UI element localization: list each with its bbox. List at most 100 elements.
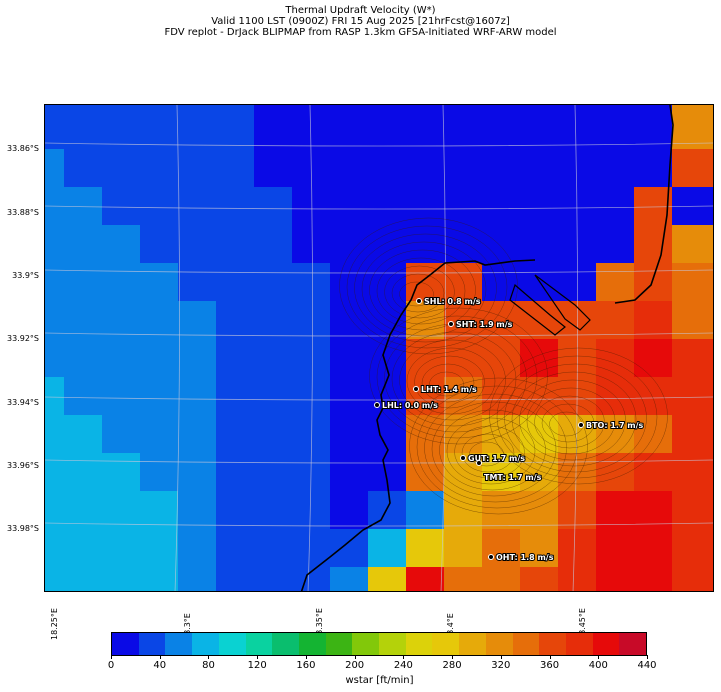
- wstar-cell: [45, 105, 65, 150]
- map-plot-area[interactable]: SHL: 0.8 m/s SHT: 1.9 m/s LHT: 1.4 m/s LHL:…: [44, 104, 714, 592]
- wstar-cell: [216, 301, 255, 340]
- chart-title: Thermal Updraft Velocity (W*) Valid 1100…: [0, 5, 721, 38]
- colorbar-tick-mark: [208, 655, 210, 659]
- wstar-cell: [482, 225, 521, 264]
- parallel-line: [45, 205, 713, 210]
- wstar-cell: [406, 301, 445, 340]
- meridian-line: [307, 105, 313, 591]
- colorbar: [111, 632, 647, 656]
- wstar-cell: [140, 567, 179, 591]
- colorbar-tick-mark: [111, 655, 112, 659]
- coastline-east: [614, 105, 674, 304]
- wstar-cell: [672, 453, 713, 492]
- wstar-cell: [634, 225, 673, 264]
- wstar-cell: [368, 105, 407, 150]
- terrain-contour: [384, 265, 455, 319]
- wstar-cell: [520, 567, 559, 591]
- wstar-cell: [558, 491, 597, 530]
- site-marker-lhl: [374, 402, 380, 408]
- colorbar-segment: [112, 633, 139, 655]
- wstar-cell: [102, 491, 141, 530]
- colorbar-segment: [245, 633, 273, 655]
- wstar-cell: [368, 149, 407, 188]
- colorbar-segment: [298, 633, 326, 655]
- site-marker-gut: [460, 455, 466, 461]
- colorbar-segment: [512, 633, 540, 655]
- wstar-cell: [102, 415, 141, 454]
- wstar-cell: [596, 105, 635, 150]
- wstar-cell: [102, 225, 141, 264]
- wstar-cell: [102, 453, 141, 492]
- colorbar-segment: [379, 633, 406, 655]
- lat-label-4: 33.94°S: [7, 398, 39, 407]
- colorbar-tick-label: 400: [588, 660, 608, 671]
- lat-label-6: 33.98°S: [7, 524, 39, 533]
- wstar-cell: [634, 491, 673, 530]
- wstar-cell: [254, 567, 293, 591]
- wstar-cell: [178, 149, 217, 188]
- wstar-cell: [672, 225, 713, 264]
- parallel-line: [45, 459, 713, 464]
- wstar-cell: [444, 415, 483, 454]
- colorbar-tick-mark: [549, 655, 551, 659]
- wstar-cell: [64, 453, 103, 492]
- site-label-lht: LHT: 1.4 m/s: [421, 385, 477, 394]
- wstar-cell: [444, 529, 483, 568]
- wstar-cell: [102, 339, 141, 378]
- meridian-line: [440, 105, 446, 591]
- colorbar-tick-mark: [403, 655, 405, 659]
- wstar-cell: [520, 187, 559, 226]
- wstar-cell: [368, 567, 407, 591]
- colorbar-segment: [272, 633, 299, 655]
- wstar-cell: [596, 339, 635, 378]
- wstar-cell: [45, 377, 65, 416]
- wstar-cell: [64, 263, 103, 302]
- colorbar-segment: [485, 633, 513, 655]
- colorbar-tick-label: 360: [539, 660, 560, 671]
- wstar-cell: [330, 453, 369, 492]
- wstar-cell: [444, 301, 483, 340]
- terrain-contour: [369, 249, 476, 331]
- wstar-cell: [216, 263, 255, 302]
- coastline: [300, 259, 536, 591]
- wstar-cell: [406, 491, 445, 530]
- wstar-cell: [292, 339, 331, 378]
- wstar-cell: [672, 149, 713, 188]
- wstar-cell: [558, 149, 597, 188]
- site-marker-lht: [413, 386, 419, 392]
- colorbar-tick-mark: [500, 655, 502, 659]
- wstar-cell: [102, 149, 141, 188]
- wstar-cell: [216, 567, 255, 591]
- wstar-cell: [672, 529, 713, 568]
- lat-label-0: 33.86°S: [7, 144, 39, 153]
- wstar-cell: [558, 567, 597, 591]
- colorbar-tick-mark: [598, 655, 600, 659]
- wstar-cell: [140, 187, 179, 226]
- wstar-cell: [216, 415, 255, 454]
- wstar-cell: [520, 415, 559, 454]
- wstar-cell: [178, 415, 217, 454]
- wstar-cell: [558, 529, 597, 568]
- colorbar-tick-mark: [257, 655, 259, 659]
- wstar-cell: [140, 339, 179, 378]
- colorbar-tick-label: 160: [296, 660, 316, 671]
- lat-label-3: 33.92°S: [7, 334, 39, 343]
- wstar-cell: [178, 567, 217, 591]
- wstar-cell: [292, 301, 331, 340]
- wstar-cell: [596, 149, 635, 188]
- wstar-cell: [634, 567, 673, 591]
- wstar-cell: [520, 339, 559, 378]
- terrain-contour: [439, 409, 546, 491]
- wstar-cell: [368, 263, 407, 302]
- wstar-cell: [444, 567, 483, 591]
- wstar-cell: [482, 567, 521, 591]
- colorbar-tick-label: 0: [107, 660, 115, 671]
- wstar-cell: [216, 491, 255, 530]
- wstar-cell: [330, 415, 369, 454]
- wstar-cell: [672, 415, 713, 454]
- wstar-cell: [45, 339, 65, 378]
- colorbar-label: wstar [ft/min]: [345, 675, 414, 686]
- wstar-cell: [216, 377, 255, 416]
- wstar-cell: [482, 263, 521, 302]
- wstar-cell: [482, 529, 521, 568]
